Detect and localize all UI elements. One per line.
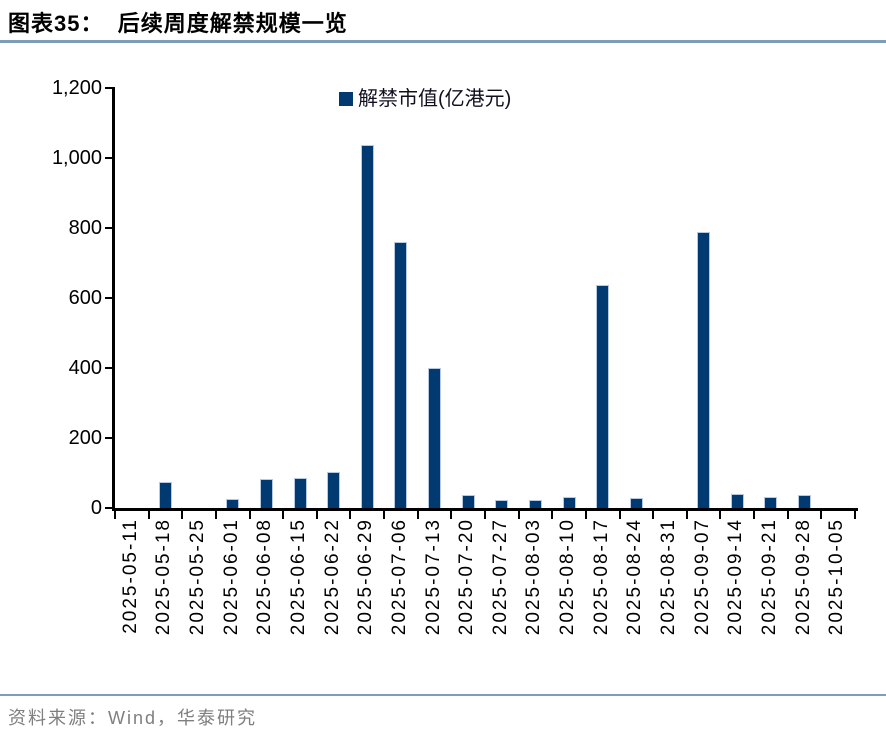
x-axis-label: 2025-07-20 (456, 518, 478, 636)
x-axis-label: 2025-06-15 (288, 518, 309, 636)
x-axis-label: 2025-08-24 (624, 518, 646, 636)
x-axis-label: 2025-10-05 (826, 518, 848, 636)
bar-2025-09-14 (730, 494, 744, 508)
y-axis-tick (105, 297, 115, 299)
x-axis-tick (315, 511, 318, 519)
y-axis-tick (105, 157, 115, 159)
bar-2025-08-03 (528, 500, 542, 508)
bar-2025-05-18 (158, 482, 172, 508)
y-axis-tick (105, 367, 115, 369)
x-axis-label: 2025-09-07 (691, 518, 713, 636)
x-axis-tick (786, 511, 789, 519)
bar-2025-06-01 (226, 499, 240, 508)
y-axis-label: 800 (68, 217, 102, 239)
bar-2025-06-22 (327, 472, 341, 508)
bar-2025-07-13 (428, 368, 442, 508)
x-axis-label: 2025-06-01 (220, 518, 242, 636)
x-axis-tick (618, 511, 621, 519)
bar-2025-08-10 (562, 497, 576, 508)
bar-2025-06-15 (293, 478, 307, 508)
x-axis-label: 2025-08-10 (557, 518, 579, 636)
x-axis-label: 2025-05-25 (187, 518, 209, 636)
legend-swatch-icon (339, 92, 353, 106)
x-axis-tick (416, 511, 419, 519)
plot-area (112, 88, 858, 511)
x-axis-tick (854, 511, 856, 519)
y-axis-label: 600 (68, 287, 102, 309)
bar-2025-07-27 (495, 500, 509, 508)
x-axis-tick (349, 511, 352, 519)
chart-legend: 解禁市值(亿港元) (339, 89, 511, 109)
y-axis-tick (105, 227, 115, 229)
bar-2025-09-21 (764, 497, 778, 508)
y-axis-tick (105, 87, 115, 89)
x-axis-tick (214, 511, 217, 519)
x-axis-label: 2025-05-11 (119, 518, 141, 634)
y-axis-label: 400 (68, 357, 102, 379)
y-axis-label: 0 (90, 497, 102, 519)
x-axis-tick (383, 511, 386, 519)
x-axis-tick (248, 511, 251, 519)
bar-2025-09-28 (798, 495, 812, 508)
x-axis-tick (652, 511, 655, 519)
x-axis-tick (147, 511, 150, 519)
x-axis-label: 2025-09-21 (758, 518, 780, 636)
bar-2025-06-08 (259, 479, 273, 508)
x-axis-tick (282, 511, 285, 519)
bar-2025-07-20 (461, 495, 475, 508)
y-axis-label: 200 (68, 427, 102, 449)
figure-title: 图表35： 后续周度解禁规模一览 (8, 11, 348, 36)
bar-2025-08-17 (596, 285, 610, 508)
x-axis-label: 2025-06-29 (355, 518, 377, 636)
x-axis-tick (484, 511, 486, 519)
x-axis-label: 2025-06-08 (254, 518, 276, 636)
x-axis-tick (114, 511, 116, 519)
x-axis-tick (584, 511, 587, 519)
x-axis-label: 2025-07-06 (388, 518, 410, 636)
footer-divider (0, 694, 886, 696)
legend-label: 解禁市值(亿港元) (358, 88, 512, 110)
x-axis-label: 2025-06-22 (321, 518, 343, 636)
x-axis-tick (719, 511, 722, 519)
title-divider (0, 40, 886, 43)
x-axis-tick (551, 511, 554, 519)
bar-2025-07-06 (394, 242, 408, 508)
source-note: 资料来源：Wind，华泰研究 (8, 708, 258, 728)
x-axis-tick (685, 511, 688, 519)
y-axis-label: 1,000 (51, 147, 102, 169)
x-axis-tick (517, 511, 520, 519)
x-axis-tick (181, 511, 184, 519)
x-axis-label: 2025-05-18 (153, 518, 175, 636)
x-axis-tick (820, 511, 823, 519)
x-axis-label: 2025-08-03 (523, 518, 545, 636)
x-axis-label: 2025-09-28 (792, 518, 814, 636)
bar-2025-06-29 (360, 145, 374, 508)
y-axis-label: 1,200 (51, 77, 102, 99)
bar-2025-08-24 (629, 498, 643, 508)
x-axis-label: 2025-07-27 (489, 518, 511, 636)
x-axis-tick (753, 511, 756, 519)
x-axis-label: 2025-09-14 (725, 518, 747, 636)
x-axis-label: 2025-08-31 (658, 518, 679, 636)
x-axis-label: 2025-07-13 (422, 518, 444, 636)
y-axis-tick (105, 437, 115, 439)
y-axis-tick (105, 507, 115, 509)
x-axis-tick (450, 511, 453, 519)
bar-2025-09-07 (697, 232, 711, 508)
x-axis-label: 2025-08-17 (590, 518, 612, 636)
